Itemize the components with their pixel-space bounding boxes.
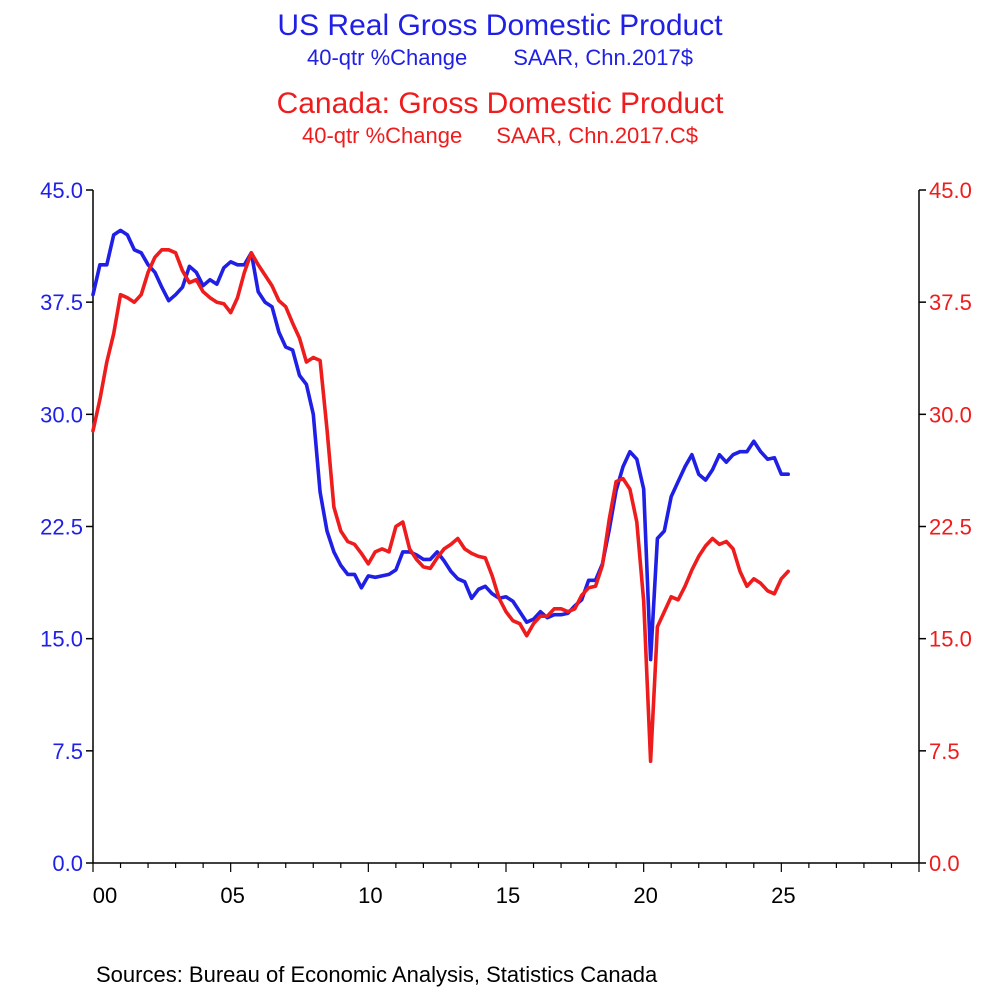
canada-chart-title: Canada: Gross Domestic Product (276, 87, 724, 120)
canada-subtitle-units: SAAR, Chn.2017.C$ (496, 123, 698, 148)
us-chart-title: US Real Gross Domestic Product (277, 9, 723, 42)
left-y-tick-label: 15.0 (40, 627, 83, 652)
x-tick-label: 05 (220, 883, 244, 908)
left-y-tick-label: 7.5 (52, 739, 83, 764)
canada-chart-subtitle: 40-qtr %Change SAAR, Chn.2017.C$ (0, 124, 1000, 148)
canada-gdp-line (91, 248, 791, 764)
right-y-tick-label: 15.0 (929, 627, 972, 652)
sources-note: Sources: Bureau of Economic Analysis, St… (96, 962, 658, 987)
left-y-tick-label: 30.0 (40, 402, 83, 427)
chart-ticks: 45.0 45.0 37.5 37.5 30.0 30.0 22.5 22.5 15.0 15.0… (40, 178, 972, 908)
right-y-tick-label: 45.0 (929, 178, 972, 203)
us-subtitle-units: SAAR, Chn.2017$ (513, 45, 693, 70)
left-y-tick-label: 0.0 (52, 851, 83, 876)
x-tick-label: 15 (496, 883, 520, 908)
x-tick-label: 20 (633, 883, 657, 908)
x-tick-label: 25 (771, 883, 795, 908)
us-subtitle-measure: 40-qtr %Change (307, 45, 468, 70)
right-y-tick-label: 7.5 (929, 739, 960, 764)
us-gdp-line (91, 228, 791, 662)
right-y-tick-label: 22.5 (929, 515, 972, 540)
left-y-tick-label: 45.0 (40, 178, 83, 203)
chart-series (91, 228, 791, 764)
left-y-tick-label: 37.5 (40, 290, 83, 315)
right-y-tick-label: 0.0 (929, 851, 960, 876)
right-y-tick-label: 30.0 (929, 402, 972, 427)
canada-subtitle-measure: 40-qtr %Change (302, 123, 463, 148)
chart-axes (92, 190, 920, 864)
left-y-tick-label: 22.5 (40, 515, 83, 540)
right-y-tick-label: 37.5 (929, 290, 972, 315)
us-chart-subtitle: 40-qtr %Change SAAR, Chn.2017$ (0, 46, 1000, 70)
x-tick-label: 10 (358, 883, 382, 908)
x-tick-label: 00 (93, 883, 117, 908)
